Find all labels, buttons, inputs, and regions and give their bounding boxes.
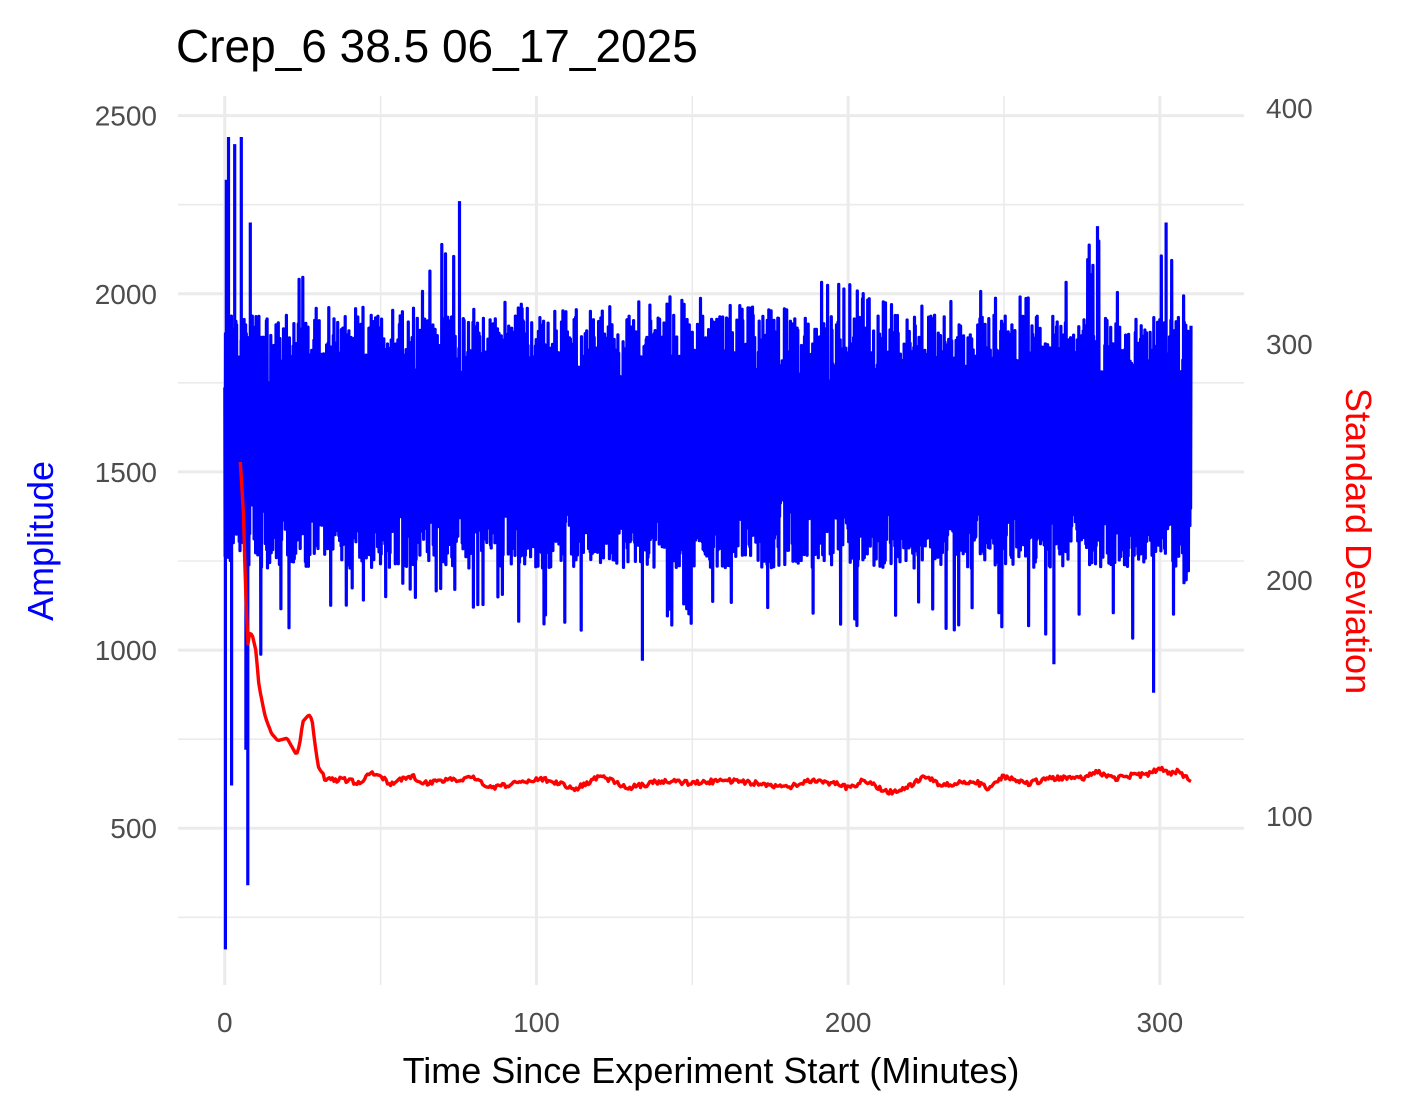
y-tick-label: 1500	[95, 457, 157, 488]
y-tick-label: 1000	[95, 635, 157, 666]
y2-axis-label: Standard Deviation	[1338, 388, 1379, 694]
y2-tick-label: 200	[1266, 565, 1313, 596]
y2-tick-label: 300	[1266, 329, 1313, 360]
y-axis-label: Amplitude	[20, 461, 61, 621]
x-tick-label: 200	[825, 1007, 872, 1038]
series-layer	[223, 137, 1193, 950]
chart-title: Crep_6 38.5 06_17_2025	[176, 20, 698, 72]
x-tick-label: 100	[513, 1007, 560, 1038]
ticks-layer: 0 100 200 300 500 1000 1500 2000 2500 100 200 300 40…	[95, 93, 1313, 1038]
y-tick-label: 2000	[95, 279, 157, 310]
x-tick-label: 300	[1136, 1007, 1183, 1038]
y-tick-label: 500	[110, 813, 157, 844]
y-tick-label: 2500	[95, 101, 157, 132]
std-dev-series-line	[238, 461, 1192, 796]
x-axis-label: Time Since Experiment Start (Minutes)	[403, 1050, 1020, 1091]
x-tick-label: 0	[217, 1007, 233, 1038]
y2-tick-label: 400	[1266, 93, 1313, 124]
y2-tick-label: 100	[1266, 801, 1313, 832]
